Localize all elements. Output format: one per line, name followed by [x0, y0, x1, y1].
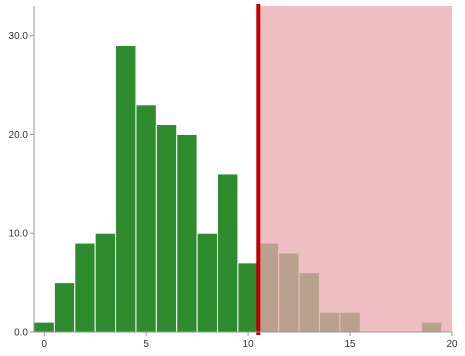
x-tick-label-0: 0 [41, 339, 47, 350]
histogram-bar-8 [196, 232, 219, 333]
histogram-bar-2 [74, 242, 96, 333]
histogram-bar-3 [94, 232, 117, 333]
y-tick-label-2: 20.0 [9, 130, 29, 141]
histogram-bar-1 [53, 282, 76, 333]
x-ticks: 0 5 10 15 20 [41, 332, 458, 350]
histogram-bar-6 [155, 124, 178, 333]
x-tick-label-1: 5 [143, 339, 149, 350]
y-tick-label-3: 30.0 [9, 31, 29, 42]
histogram-bar-7 [176, 133, 198, 333]
histogram-bar-0 [33, 321, 55, 333]
y-ticks: 0.0 10.0 20.0 30.0 [9, 31, 34, 339]
x-tick-label-2: 10 [243, 339, 255, 350]
x-tick-label-3: 15 [344, 339, 356, 350]
histogram-bar-10 [237, 262, 259, 333]
histogram-bar-5 [135, 104, 157, 333]
histogram-bar-4 [115, 45, 137, 333]
histogram-bar-9 [217, 173, 239, 333]
x-tick-label-4: 20 [446, 339, 458, 350]
y-tick-label-0: 0.0 [14, 328, 28, 339]
y-tick-label-1: 10.0 [9, 229, 29, 240]
shaded-region [258, 6, 452, 332]
